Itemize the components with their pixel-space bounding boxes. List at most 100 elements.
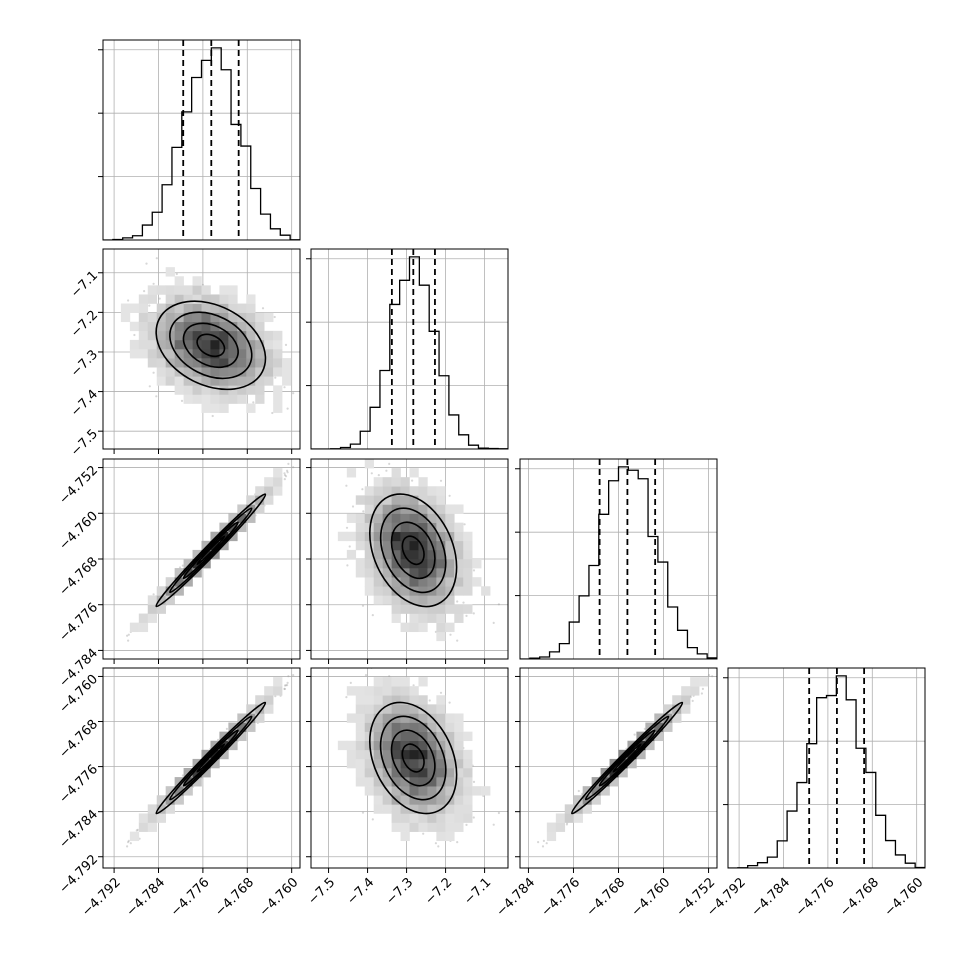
density-cell <box>546 831 557 842</box>
sample-point <box>178 566 182 569</box>
density-cell <box>472 786 482 796</box>
density-cell <box>427 786 437 796</box>
density-cell <box>382 713 392 723</box>
sample-point <box>283 684 287 687</box>
scatter-panel-3-2 <box>515 667 718 873</box>
density-cell <box>391 722 401 732</box>
density-cell <box>210 303 220 313</box>
x-tick-label: −4.776 <box>168 875 213 920</box>
density-cell <box>183 786 193 796</box>
sample-point <box>133 333 136 337</box>
density-cell <box>645 740 655 751</box>
density-cell <box>219 321 229 332</box>
density-cell <box>463 804 473 814</box>
density-cell <box>400 477 410 487</box>
density-cell <box>201 285 211 295</box>
density-cell <box>174 577 184 587</box>
density-cell <box>427 731 437 742</box>
density-cell <box>355 758 366 769</box>
density-cell <box>138 349 149 359</box>
density-cell <box>391 695 401 705</box>
density-cell <box>391 731 401 742</box>
density-cell <box>120 312 131 323</box>
contour-line <box>196 535 226 566</box>
density-cell <box>192 777 202 787</box>
density-cell <box>264 367 274 377</box>
density-cell <box>409 577 419 587</box>
density-cell <box>427 513 437 523</box>
density-cell <box>409 804 419 814</box>
density-cell <box>228 722 238 732</box>
contour-line <box>570 701 684 815</box>
density-cell <box>445 586 455 596</box>
density-cell <box>391 677 401 687</box>
density-cell <box>165 786 175 796</box>
density-cell <box>355 740 366 751</box>
density-cell <box>264 376 274 386</box>
density-cell <box>454 722 464 732</box>
density-cell <box>418 595 428 605</box>
density-cell <box>427 722 437 732</box>
density-cell <box>382 513 392 523</box>
density-cell <box>373 513 383 523</box>
x-tick-label: −7.2 <box>422 875 455 908</box>
density-cell <box>201 394 211 404</box>
density-cell <box>355 513 366 523</box>
density-cell <box>264 358 274 368</box>
density-cell <box>147 349 158 359</box>
density-cell <box>400 722 410 732</box>
density-cell <box>364 749 374 760</box>
density-cell <box>355 686 366 696</box>
density-cell <box>418 786 428 796</box>
y-tick-label: −4.760 <box>56 509 101 554</box>
density-cell <box>436 822 446 832</box>
density-cell <box>183 367 193 377</box>
density-cell <box>382 686 392 696</box>
density-cell <box>174 795 184 805</box>
density-cell <box>391 704 401 714</box>
density-cell <box>129 303 140 313</box>
density-cell <box>165 303 175 313</box>
density-cell <box>373 740 383 751</box>
density-cell <box>618 768 628 778</box>
density-cell <box>237 339 247 350</box>
density-cell <box>174 376 184 386</box>
density-cell <box>273 358 283 368</box>
sample-point <box>434 842 437 845</box>
density-cell <box>228 349 238 359</box>
density-cell <box>418 486 428 496</box>
density-cell <box>264 486 274 496</box>
density-cell <box>192 285 202 295</box>
density-cell <box>409 504 419 514</box>
x-tick-label: −4.776 <box>793 875 838 920</box>
density-cell <box>454 531 464 542</box>
density-cell <box>409 749 419 760</box>
density-cell <box>436 595 446 605</box>
density-cell <box>445 522 455 533</box>
density-cell <box>445 804 455 814</box>
sample-point <box>152 282 155 285</box>
density-cell <box>237 513 247 523</box>
density-cell <box>391 468 401 478</box>
density-cell <box>192 294 202 304</box>
sample-point <box>422 832 425 835</box>
y-tick-label: −7.2 <box>68 308 101 341</box>
density-cell <box>373 722 383 732</box>
sample-point <box>456 600 459 603</box>
x-tick-label: −7.5 <box>305 875 338 908</box>
sample-point <box>152 593 155 596</box>
histogram-step <box>311 256 508 449</box>
density-cell <box>129 321 140 332</box>
density-cell <box>237 731 247 742</box>
sample-point <box>362 510 365 513</box>
density-cell <box>391 613 401 623</box>
sample-point <box>472 780 476 784</box>
scatter-points <box>337 668 500 848</box>
density-cell <box>147 813 158 823</box>
density-cell <box>255 349 265 359</box>
density-cell <box>228 367 238 377</box>
density-cell <box>373 504 383 514</box>
density-cell <box>201 330 211 341</box>
density-cell <box>156 795 166 805</box>
density-cell <box>228 339 238 350</box>
